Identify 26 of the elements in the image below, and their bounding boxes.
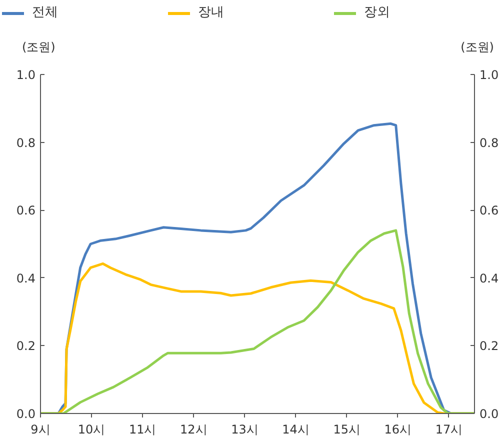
x-tick-label: 17시 xyxy=(435,422,463,436)
y2-tick-label: 0.6 xyxy=(480,204,499,218)
x-tick-label: 11시 xyxy=(128,422,156,436)
y-tick-label: 0.6 xyxy=(16,204,36,218)
x-tick-label: 14시 xyxy=(282,422,310,436)
y2-tick-label: 1.0 xyxy=(480,68,499,82)
legend-label: 전체 xyxy=(32,4,58,22)
y-axis-title: (조원) xyxy=(22,38,56,56)
y2-tick-label: 0.0 xyxy=(480,407,499,421)
y2-tick-label: 0.4 xyxy=(480,271,499,286)
y-tick-label: 0.2 xyxy=(16,339,36,354)
y-tick-label: 0.4 xyxy=(16,271,36,286)
y2-tick-label: 0.8 xyxy=(480,136,499,150)
x-tick-label: 10시 xyxy=(78,422,106,436)
y-tick-label: 0.8 xyxy=(16,136,36,150)
x-tick-label: 15시 xyxy=(333,422,360,436)
y-tick-label: 1.0 xyxy=(16,68,36,82)
y2-axis-title: (조원) xyxy=(460,38,494,56)
y2-tick-label: 0.2 xyxy=(480,339,499,354)
x-tick-label: 13시 xyxy=(231,422,258,436)
x-tick-label: 12시 xyxy=(180,422,208,436)
x-tick-label: 16시 xyxy=(384,422,412,436)
legend-label: 장외 xyxy=(364,4,390,22)
x-tick-label: 9시 xyxy=(30,422,50,436)
y-tick-label: 0.0 xyxy=(16,407,36,421)
legend-label: 장내 xyxy=(198,4,224,22)
